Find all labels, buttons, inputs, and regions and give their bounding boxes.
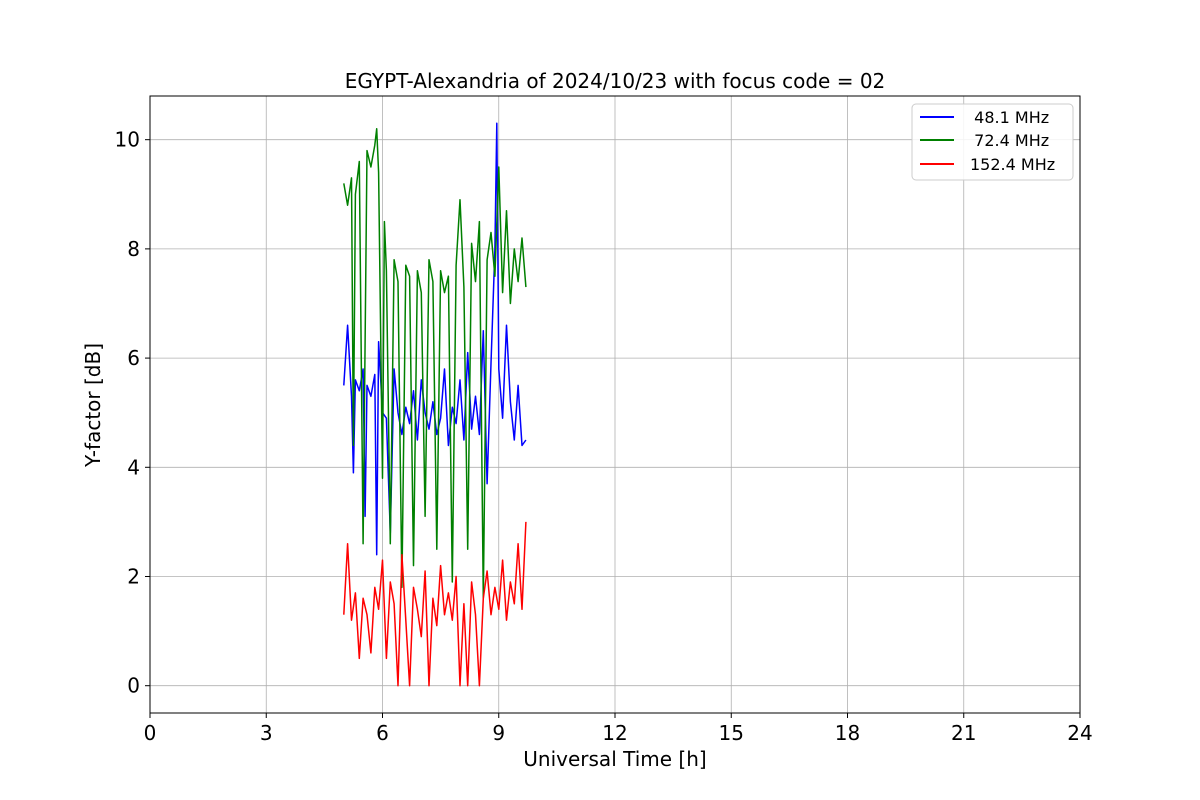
chart-title: EGYPT-Alexandria of 2024/10/23 with focu… (345, 69, 886, 93)
x-tick-label: 18 (835, 721, 860, 745)
legend-label-72-4-mhz: 72.4 MHz (964, 131, 1049, 150)
series-line-72-4-mhz (343, 128, 527, 600)
y-tick-label: 10 (115, 128, 140, 152)
series-line-152-4-mhz (343, 521, 527, 687)
legend-label-152-4-mhz: 152.4 MHz (970, 155, 1055, 174)
x-tick-label: 6 (376, 721, 389, 745)
y-tick-label: 0 (127, 674, 140, 698)
x-tick-label: 3 (260, 721, 273, 745)
x-tick-label: 24 (1067, 721, 1092, 745)
plot-series (343, 122, 527, 687)
x-tick-label: 15 (719, 721, 744, 745)
legend-box (911, 103, 1074, 181)
y-tick-label: 4 (127, 455, 140, 479)
x-tick-label: 12 (602, 721, 627, 745)
x-tick-label: 0 (144, 721, 157, 745)
legend: 48.1 MHz 72.4 MHz 152.4 MHz (911, 103, 1074, 181)
series-line-48-1-mhz (343, 122, 527, 556)
x-tick-label: 9 (492, 721, 505, 745)
x-axis-label: Universal Time [h] (523, 747, 706, 771)
legend-label-48-1-mhz: 48.1 MHz (964, 108, 1049, 127)
y-tick-label: 2 (127, 564, 140, 588)
y-axis-label: Y-factor [dB] (81, 343, 105, 468)
y-tick-label: 6 (127, 346, 140, 370)
y-tick-label: 8 (127, 237, 140, 261)
x-tick-label: 21 (951, 721, 976, 745)
